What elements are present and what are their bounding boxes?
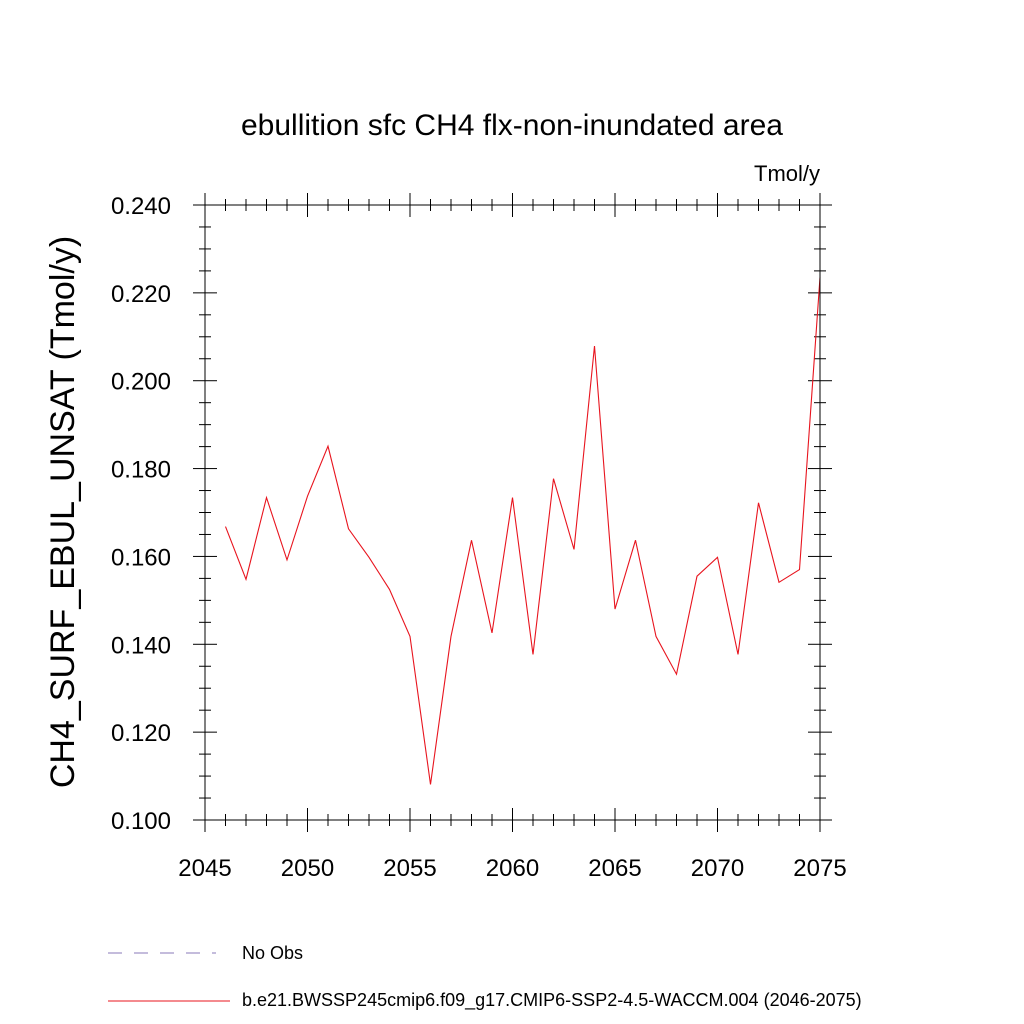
x-tick-label: 2065 xyxy=(588,855,641,882)
x-tick-label: 2045 xyxy=(178,855,231,882)
y-tick-label: 0.240 xyxy=(111,193,171,220)
legend-label-series: b.e21.BWSSP245cmip6.f09_g17.CMIP6-SSP2-4… xyxy=(242,990,862,1011)
x-tick-label: 2050 xyxy=(281,855,334,882)
y-axis-label: CH4_SURF_EBUL_UNSAT (Tmol/y) xyxy=(44,236,82,788)
series-group xyxy=(224,277,821,785)
y-tick-label: 0.120 xyxy=(111,720,171,747)
axis-tick-labels: 2045 2050 2055 2060 2065 2070 2075 0.100 0.120 0.… xyxy=(111,193,847,882)
chart-title: ebullition sfc CH4 flx-non-inundated are… xyxy=(241,109,783,142)
x-tick-label: 2070 xyxy=(691,855,744,882)
units-label: Tmol/y xyxy=(754,161,820,186)
x-tick-label: 2075 xyxy=(793,855,846,882)
y-tick-label: 0.180 xyxy=(111,457,171,484)
axis-ticks xyxy=(193,193,832,832)
y-tick-label: 0.140 xyxy=(111,632,171,659)
plot-frame xyxy=(204,204,821,821)
y-tick-label: 0.220 xyxy=(111,281,171,308)
y-tick-label: 0.160 xyxy=(111,544,171,571)
y-tick-label: 0.100 xyxy=(111,808,171,835)
legend-label-no-obs: No Obs xyxy=(242,943,303,963)
x-tick-label: 2055 xyxy=(383,855,436,882)
legend: No Obs b.e21.BWSSP245cmip6.f09_g17.CMIP6… xyxy=(108,943,862,1011)
series-line xyxy=(224,277,821,785)
y-tick-label: 0.200 xyxy=(111,369,171,396)
x-tick-label: 2060 xyxy=(486,855,539,882)
